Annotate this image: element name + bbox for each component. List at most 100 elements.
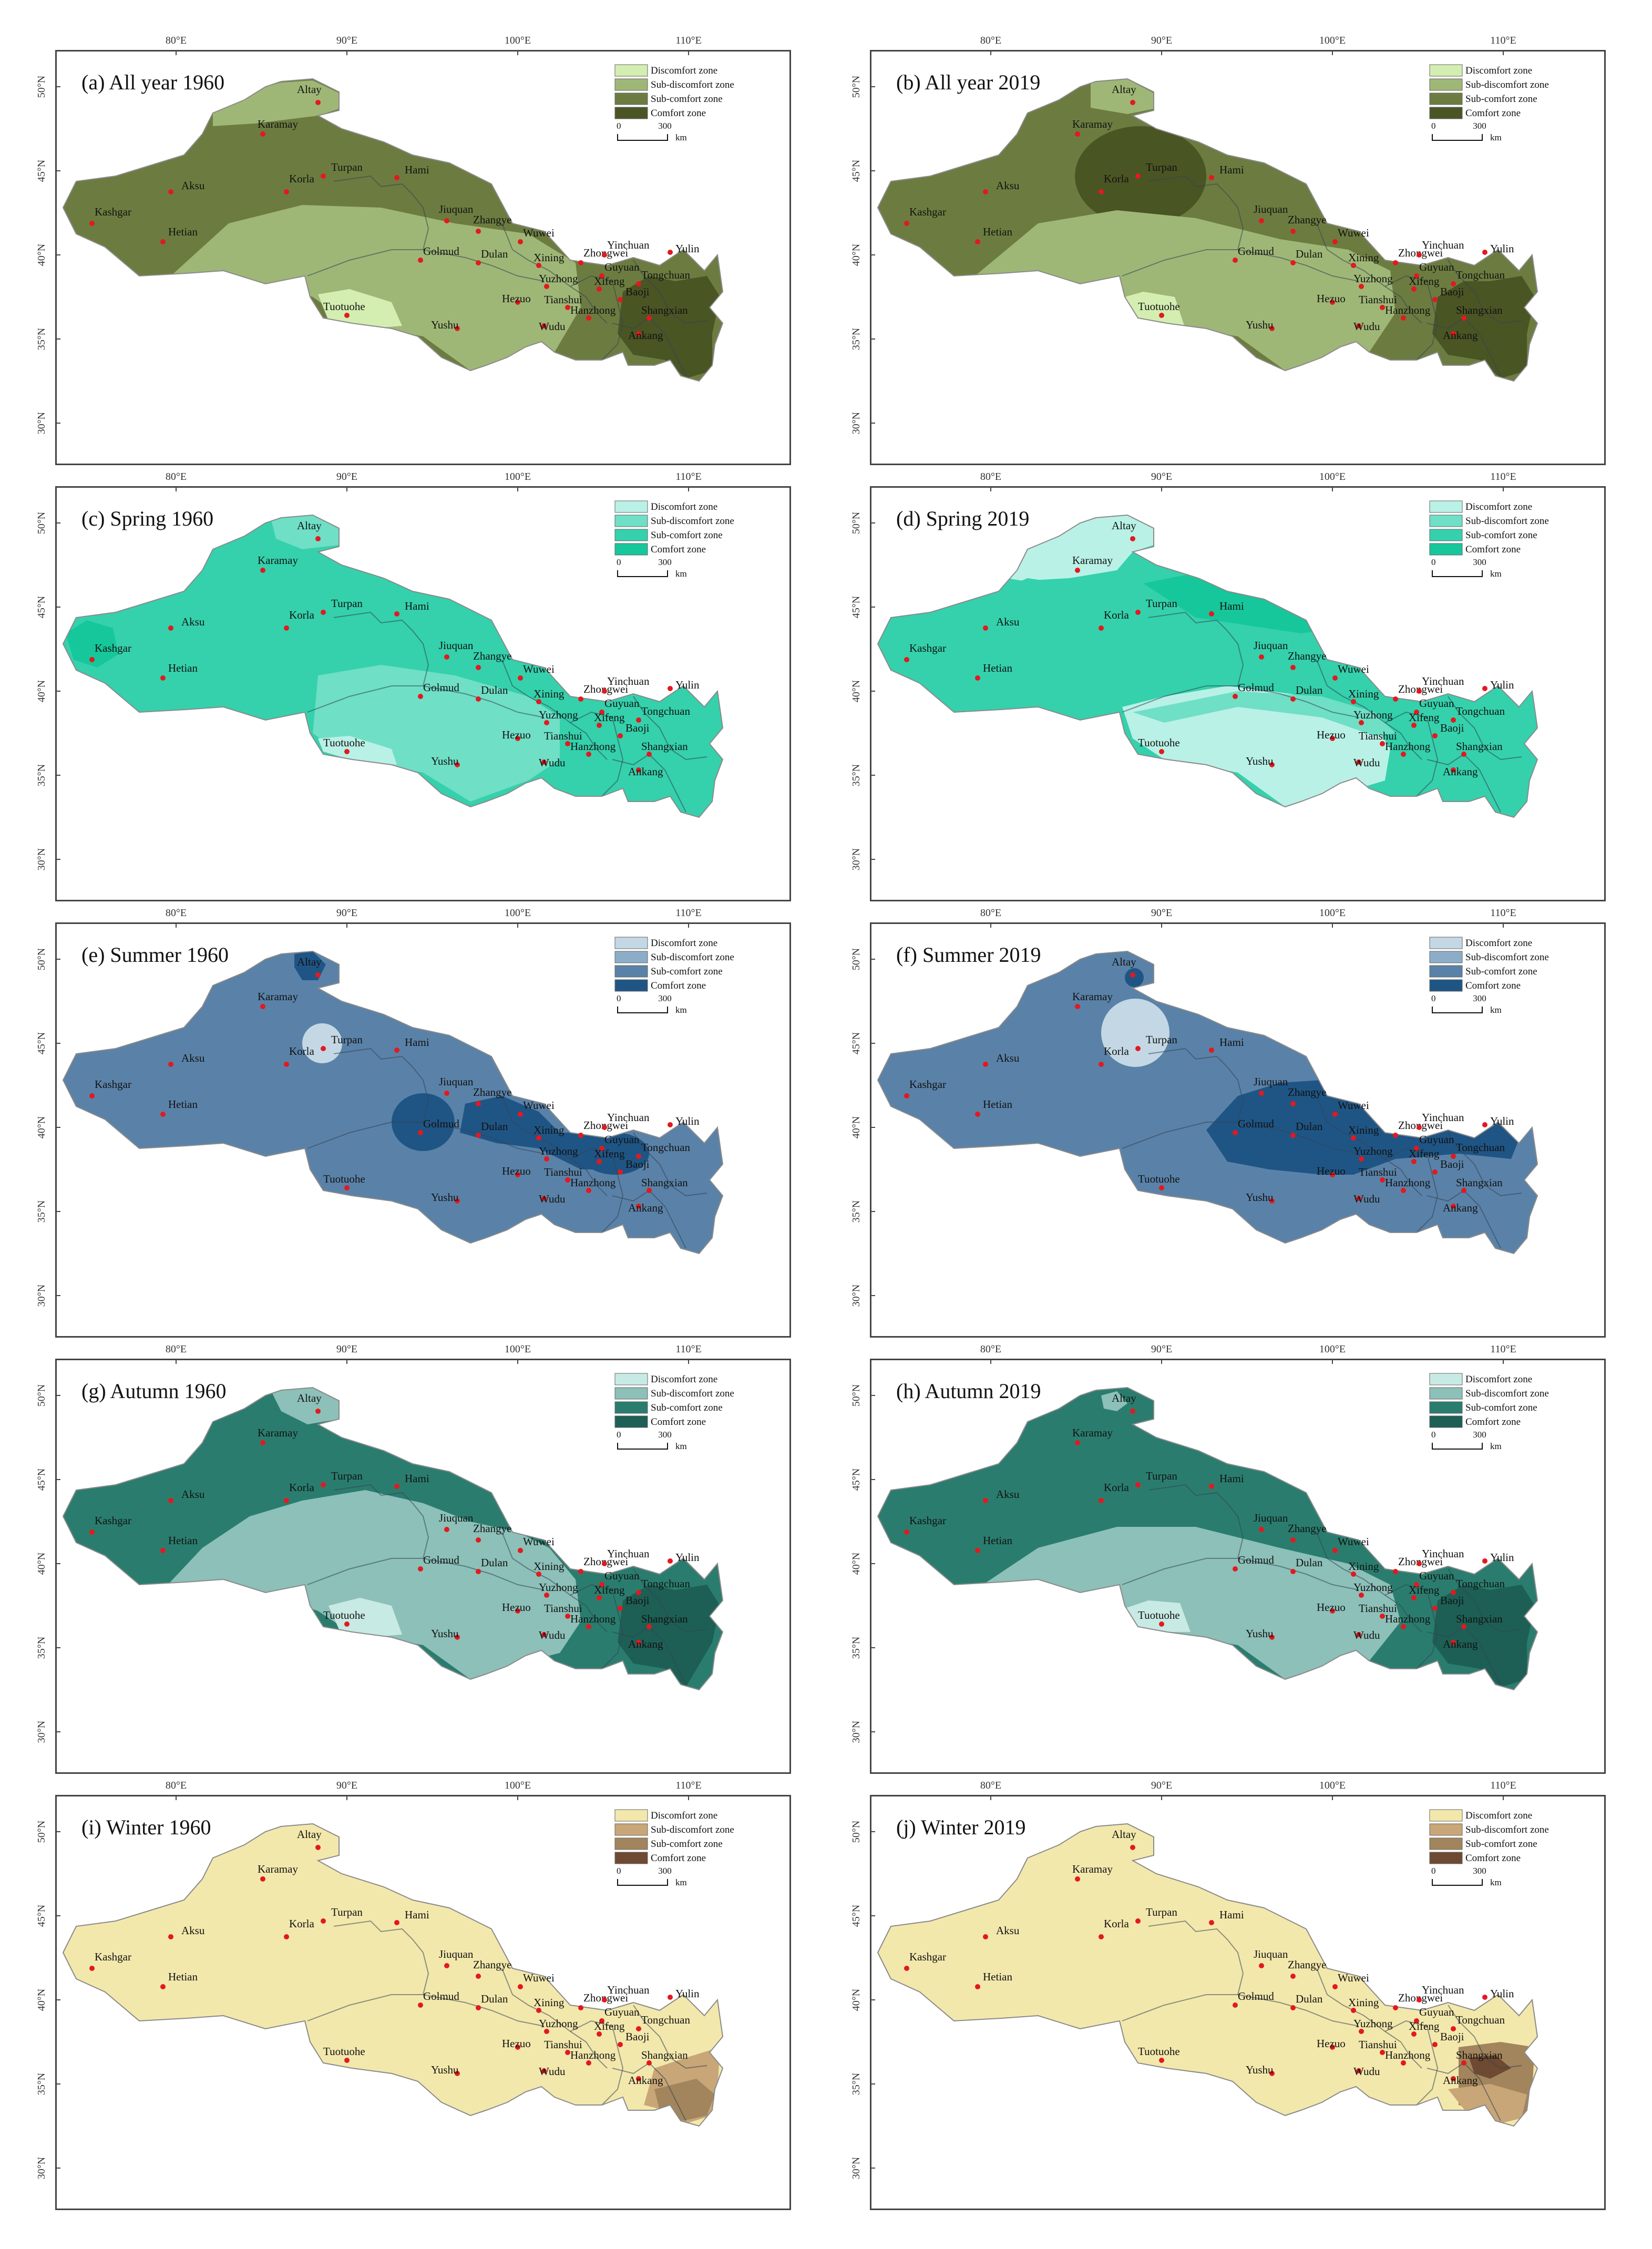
province-boundary bbox=[1148, 175, 1244, 250]
city-label: Yinchuan bbox=[607, 1984, 650, 1996]
city-label: Zhangye bbox=[1288, 650, 1326, 662]
city-marker bbox=[668, 1558, 673, 1564]
legend-label: Discomfort zone bbox=[651, 938, 717, 949]
legend-label: Discomfort zone bbox=[651, 501, 717, 512]
city-label: Tongchuan bbox=[1456, 1577, 1505, 1590]
city-label: Guyuan bbox=[604, 697, 640, 710]
city-marker bbox=[1290, 1101, 1296, 1106]
city-label: Golmud bbox=[423, 1990, 459, 2002]
city-label: Hezuo bbox=[1317, 292, 1346, 305]
city-marker bbox=[1290, 260, 1296, 265]
city-label: Ankang bbox=[1443, 329, 1478, 342]
lat-tick-label: 45°N bbox=[850, 1468, 862, 1491]
legend-swatch bbox=[614, 93, 648, 105]
city-marker bbox=[1332, 1112, 1338, 1117]
legend-swatch bbox=[1429, 979, 1463, 992]
legend-swatch bbox=[1429, 529, 1463, 541]
lat-tick-label: 50°N bbox=[850, 512, 862, 534]
city-marker bbox=[455, 1635, 460, 1640]
city-label: Yuzhong bbox=[539, 1581, 578, 1594]
city-label: Yinchuan bbox=[1422, 239, 1464, 251]
lat-tick-label: 45°N bbox=[850, 1905, 862, 1927]
city-marker bbox=[904, 1966, 909, 1971]
city-label: Jiuquan bbox=[439, 1075, 474, 1088]
scale-line bbox=[1432, 1879, 1483, 1886]
region-outline bbox=[877, 950, 1538, 1255]
zone-area bbox=[1432, 1585, 1535, 1687]
lat-tick-label: 40°N bbox=[850, 244, 862, 266]
city-marker bbox=[1099, 1062, 1104, 1067]
city-label: Korla bbox=[1104, 1917, 1129, 1930]
lat-tick-label: 50°N bbox=[36, 512, 47, 534]
scale-zero: 0 bbox=[617, 1430, 621, 1440]
city-label: Turpan bbox=[331, 1470, 363, 1482]
city-label: Yushu bbox=[431, 319, 459, 331]
city-label: Dulan bbox=[1296, 1993, 1323, 2005]
legend-label: Sub-comfort zone bbox=[1465, 1402, 1537, 1413]
zone-area bbox=[1143, 573, 1343, 633]
city-marker bbox=[1259, 218, 1264, 223]
legend-label: Sub-comfort zone bbox=[651, 94, 723, 105]
city-label: Hetian bbox=[168, 1970, 198, 1983]
province-boundary bbox=[1448, 1568, 1522, 1633]
city-label: Xining bbox=[533, 1560, 565, 1573]
legend-swatch bbox=[1429, 1401, 1463, 1414]
city-label: Xining bbox=[1348, 687, 1379, 700]
city-label: Kashgar bbox=[95, 1950, 131, 1963]
legend-label: Discomfort zone bbox=[1465, 1374, 1532, 1385]
zone-layer bbox=[878, 79, 1537, 381]
zone-area bbox=[1101, 1391, 1127, 1411]
city-label: Golmud bbox=[1238, 681, 1274, 694]
city-marker bbox=[1332, 1548, 1338, 1553]
lat-tick-label: 40°N bbox=[36, 244, 47, 266]
city-marker bbox=[284, 1498, 289, 1503]
province-boundary bbox=[1384, 1147, 1439, 1233]
city-label: Yushu bbox=[431, 755, 459, 767]
city-marker bbox=[455, 762, 460, 767]
zone-base bbox=[63, 515, 723, 817]
city-label: Guyuan bbox=[1419, 1133, 1454, 1146]
map-svg: 80°E 90°E 100°E 110°E 50°N 45°N 40°N 35°N 30°N Al… bbox=[36, 1343, 734, 1743]
city-label: Wudu bbox=[1353, 1629, 1380, 1641]
city-label: Turpan bbox=[1146, 1906, 1177, 1918]
city-label: Tianshui bbox=[1359, 293, 1397, 306]
city-marker bbox=[602, 1561, 607, 1566]
lon-tick-label: 80°E bbox=[166, 907, 187, 919]
city-label: Golmud bbox=[1238, 1554, 1274, 1566]
scale-unit: km bbox=[675, 1441, 687, 1451]
province-boundary bbox=[333, 611, 429, 686]
city-marker bbox=[1259, 1527, 1264, 1532]
legend-label: Comfort zone bbox=[651, 980, 706, 991]
lat-tick-label: 35°N bbox=[850, 2073, 862, 2095]
city-marker bbox=[1356, 1632, 1361, 1637]
city-marker bbox=[1233, 1566, 1238, 1572]
city-label: Tianshui bbox=[544, 293, 582, 306]
scale-zero: 0 bbox=[617, 557, 621, 567]
zone-layer bbox=[63, 1824, 723, 2126]
city-marker bbox=[1290, 229, 1296, 234]
map-panel: 80°E 90°E 100°E 110°E 50°N 45°N 40°N 35°N 30°N Al… bbox=[850, 1343, 1606, 1774]
panel-title: (e) Summer 1960 bbox=[81, 943, 229, 967]
map-svg: 80°E 90°E 100°E 110°E 50°N 45°N 40°N 35°N 30°N Al… bbox=[36, 1780, 734, 2179]
zone-base bbox=[878, 1824, 1537, 2126]
lon-tick-label: 100°E bbox=[1319, 907, 1346, 919]
lon-tick-label: 80°E bbox=[980, 35, 1001, 46]
city-label: Korla bbox=[289, 172, 314, 185]
city-label: Wuwei bbox=[523, 227, 555, 239]
legend-swatch bbox=[1429, 1852, 1463, 1864]
legend-swatch bbox=[614, 515, 648, 527]
city-marker bbox=[1414, 1146, 1419, 1151]
city-label: Xining bbox=[1348, 251, 1379, 264]
city-marker bbox=[89, 1966, 95, 1971]
province-boundary bbox=[1122, 685, 1359, 718]
city-label: Jiuquan bbox=[439, 1948, 474, 1960]
city-marker bbox=[565, 2050, 570, 2055]
city-label: Shangxian bbox=[1456, 1613, 1503, 1625]
city-label: Dulan bbox=[1296, 1120, 1323, 1133]
province-boundary bbox=[1427, 1626, 1501, 1685]
city-label: Hezuo bbox=[502, 1165, 531, 1177]
city-label: Xifeng bbox=[1409, 711, 1440, 724]
legend-swatch bbox=[614, 500, 648, 513]
city-marker bbox=[618, 1606, 623, 1611]
city-label: Shangxian bbox=[641, 304, 688, 316]
